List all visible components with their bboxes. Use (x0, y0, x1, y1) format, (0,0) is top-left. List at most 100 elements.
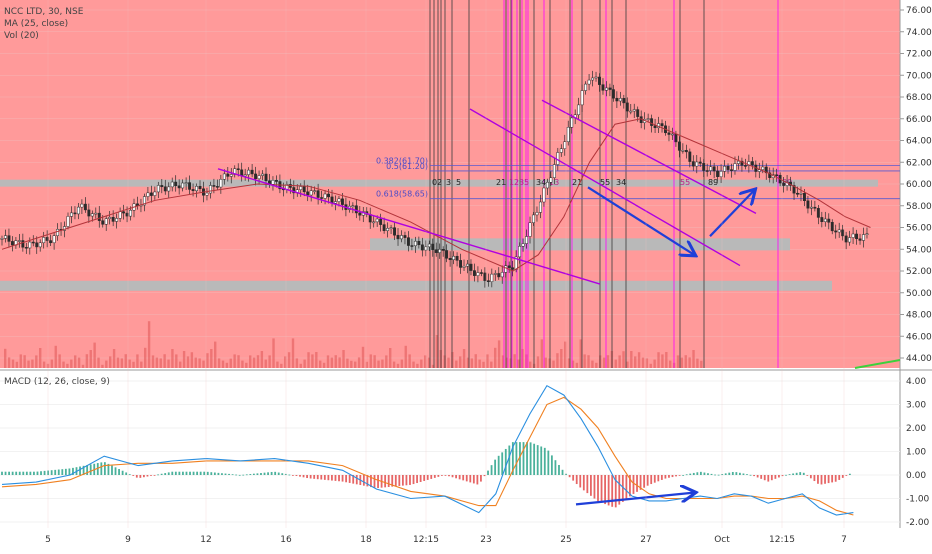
macd-grid (0, 380, 900, 523)
volume-bar (120, 358, 124, 368)
candle-body (834, 230, 838, 233)
macd-histogram-bar (717, 474, 720, 476)
macd-histogram-bar (238, 474, 241, 476)
trendlines (217, 99, 901, 369)
macd-histogram-bar (817, 475, 819, 484)
volume-bar (665, 352, 668, 368)
macd-histogram-bar (643, 475, 646, 488)
macd-histogram-bar (189, 471, 191, 475)
candle-body (535, 212, 539, 216)
x-tick-label: 9 (125, 535, 131, 545)
macd-histogram-bar (167, 472, 170, 475)
candle-body (163, 186, 167, 192)
macd-histogram-bar (4, 471, 7, 475)
candle-body (747, 161, 751, 166)
volume-bar (377, 360, 380, 368)
macd-histogram (1, 442, 851, 508)
candle-body (438, 249, 442, 253)
price-tick-label: 72.00 (906, 50, 932, 60)
macd-histogram-bar (206, 471, 209, 475)
volume-bar (245, 362, 248, 368)
macd-histogram-bar (490, 465, 493, 475)
macd-histogram-bar (827, 475, 830, 484)
candle-body (545, 182, 549, 189)
macd-histogram-bar (228, 473, 230, 475)
volume-bar (408, 354, 411, 368)
candle-body (667, 132, 671, 135)
candle-body (806, 200, 810, 209)
macd-histogram-bar (153, 475, 156, 476)
candle-body (830, 222, 834, 232)
candle-body (532, 214, 535, 223)
macd-histogram-bar (792, 473, 795, 475)
candle-body (455, 255, 459, 261)
macd-histogram-bar (121, 470, 124, 475)
volume-bar (392, 361, 396, 368)
candle-body (184, 182, 188, 184)
candle-body (848, 237, 852, 243)
volume-bar (427, 357, 431, 368)
candle-body (104, 218, 108, 225)
macd-histogram-bar (848, 473, 851, 475)
macd-lines (1, 384, 854, 516)
macd-histogram-bar (412, 475, 415, 485)
macd-histogram-bar (668, 475, 670, 478)
price-tick-label: 68.00 (906, 93, 932, 103)
macd-histogram-bar (813, 475, 816, 482)
volume-bar (159, 358, 162, 368)
macd-histogram-bar (416, 475, 418, 484)
candle-body (0, 238, 4, 240)
macd-histogram-bar (96, 463, 99, 475)
macd-histogram-bar (391, 475, 394, 487)
volume-bar (669, 360, 672, 368)
candle-body (358, 212, 362, 216)
candle-body (587, 79, 591, 85)
candle-body (45, 237, 49, 241)
macd-histogram-bar (529, 442, 532, 475)
candle-body (695, 161, 699, 167)
volume-bar (268, 355, 271, 368)
macd-histogram-bar (143, 475, 145, 478)
macd-histogram-bar (739, 472, 741, 475)
macd-histogram-bar (536, 445, 539, 475)
volume-bar (587, 355, 590, 368)
candle-body (94, 212, 98, 215)
macd-histogram-bar (196, 471, 199, 475)
candle-body (389, 227, 393, 229)
candle-body (254, 173, 258, 180)
price-tick-label: 74.00 (906, 28, 932, 38)
volume-bar (27, 360, 30, 368)
macd-tick-label: 1.00 (906, 448, 926, 458)
macd-histogram-bar (533, 443, 536, 475)
volume-bar (167, 359, 170, 368)
candle-body (108, 216, 112, 219)
candle-body (313, 190, 317, 192)
macd-histogram-bar (625, 475, 628, 500)
macd-histogram-bar (703, 472, 706, 475)
candle-body (764, 166, 768, 174)
cycle-label: 1 (509, 178, 514, 187)
volume-bar (556, 353, 559, 368)
x-tick-label: 12:15 (413, 535, 439, 545)
candle-body (87, 209, 91, 217)
cycle-label: 21 (572, 178, 582, 187)
macd-histogram-bar (100, 462, 103, 475)
macd-histogram-bar (79, 466, 81, 475)
candle-body (580, 90, 584, 106)
macd-histogram-bar (57, 469, 60, 475)
candle-body (42, 237, 46, 244)
candle-body (208, 185, 212, 194)
candle-body (431, 243, 435, 250)
macd-histogram-bar (313, 475, 316, 479)
volume-bar (595, 362, 598, 368)
volume-bar (696, 358, 699, 368)
macd-histogram-bar (593, 475, 596, 499)
macd-histogram-bar (455, 475, 457, 479)
candle-body (702, 163, 706, 171)
macd-histogram-bar (433, 475, 436, 478)
macd-histogram-bar (355, 475, 358, 485)
candle-body (862, 234, 865, 241)
volume-bar (214, 341, 217, 368)
candle-body (21, 240, 25, 248)
